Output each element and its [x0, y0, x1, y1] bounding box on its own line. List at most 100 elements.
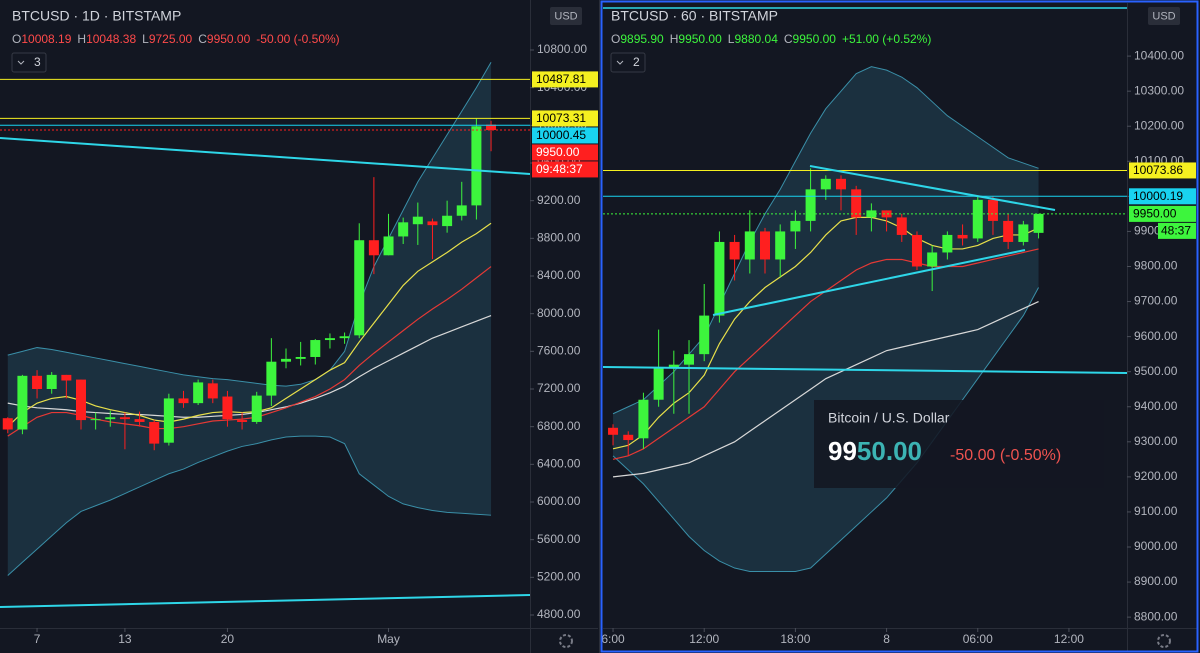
countdown: 09:48:37: [536, 162, 583, 176]
symbol-description: Bitcoin / U.S. Dollar: [828, 410, 950, 426]
currency-badge[interactable]: [550, 7, 582, 25]
price-head: 99: [828, 436, 857, 466]
y-tick-label: 6800.00: [537, 419, 581, 433]
band-line: [7, 61, 492, 387]
trend-line: [0, 594, 530, 608]
layers-count[interactable]: 3: [34, 55, 41, 69]
candle-body: [61, 374, 72, 381]
candle-body: [684, 354, 695, 365]
x-tick-label: May: [377, 632, 400, 646]
candle-body: [623, 434, 634, 441]
y-tick-label: 9200.00: [537, 193, 581, 207]
candle-body: [251, 395, 262, 422]
band-line: [612, 287, 1039, 573]
price-label: 10487.81: [536, 72, 586, 86]
y-tick-label: 10200.00: [1134, 118, 1184, 132]
settings-icon[interactable]: [1157, 634, 1171, 648]
candle-body: [310, 340, 321, 357]
layers-count[interactable]: 2: [633, 55, 640, 69]
trend-line: [712, 249, 1026, 316]
moving-average: [612, 301, 1039, 478]
active-panel-border: [600, 0, 1199, 653]
price-tail: 50.00: [857, 436, 922, 466]
last-price: 9950.00: [828, 436, 922, 466]
moving-average: [7, 266, 492, 437]
price-label-bg: [532, 71, 598, 88]
candle-body: [222, 396, 233, 420]
candle-body: [805, 189, 816, 221]
chevron-icon: [17, 60, 25, 65]
candle-body: [972, 199, 983, 239]
x-tick-label: 8: [883, 632, 890, 646]
price-label: 10000.19: [1133, 189, 1183, 203]
candle-body: [668, 364, 679, 369]
legend-value: 9950.00: [793, 32, 837, 46]
candle-body: [927, 252, 938, 267]
legend-value: 9880.04: [734, 32, 778, 46]
candle-body: [486, 124, 497, 131]
candle-body: [820, 178, 831, 190]
candle-body: [881, 210, 892, 218]
candle-body: [835, 178, 846, 190]
layers-toggle[interactable]: [11, 52, 47, 73]
moving-average: [7, 222, 492, 428]
x-tick-label: 13: [118, 632, 132, 646]
price-label: 10073.31: [536, 111, 586, 125]
trend-lines: [0, 137, 530, 608]
currency-label[interactable]: USD: [1152, 10, 1175, 22]
candle-body: [32, 375, 43, 390]
candle-body: [744, 231, 755, 260]
candle-body: [942, 234, 953, 253]
price-label-bg: [1129, 188, 1196, 205]
legend-value: 9895.90: [620, 32, 664, 46]
y-tick-label: 6000.00: [537, 494, 581, 508]
candle-body: [119, 417, 130, 420]
candle-body: [295, 356, 306, 359]
legend-change: -50.00 (-0.50%): [256, 32, 339, 46]
y-tick-label: 10300.00: [1134, 83, 1184, 97]
y-tick-label: 9000.00: [1134, 539, 1178, 553]
ohlc-legend: O10008.19 H10048.38 L9725.00 C9950.00 -50.00…: [12, 32, 340, 46]
moving-average: [612, 216, 1039, 450]
candle-body: [608, 427, 619, 435]
countdown: 48:37: [1161, 224, 1191, 238]
candle-body: [324, 338, 335, 341]
price-label-bg: [532, 144, 598, 161]
y-tick-label: 8400.00: [537, 268, 581, 282]
currency-badge[interactable]: [1148, 7, 1180, 25]
candle-body: [714, 241, 725, 316]
legend-change: +51.00 (+0.52%): [842, 32, 931, 46]
candle-body: [653, 368, 664, 400]
x-tick-label: 06:00: [963, 632, 993, 646]
y-tick-label: 5200.00: [537, 570, 581, 584]
y-tick-label: 10400.00: [1134, 48, 1184, 62]
legend-key: H: [77, 32, 86, 46]
currency-label[interactable]: USD: [554, 10, 577, 22]
y-tick-label: 6400.00: [537, 457, 581, 471]
legend-key: O: [12, 32, 21, 46]
settings-icon[interactable]: [559, 634, 573, 648]
candle-body: [790, 220, 801, 232]
layers-toggle[interactable]: [610, 52, 646, 73]
y-tick-label: 8000.00: [537, 306, 581, 320]
axes: 4800.00 5200.00 5600.00 6000.00 6400.00 6800.…: [34, 42, 1196, 646]
candle-body: [207, 383, 218, 399]
candle-body: [442, 215, 453, 227]
y-tick-label: 9600.00: [1134, 329, 1178, 343]
ohlc-legend: O9895.90 H9950.00 L9880.04 C9950.00 +51.00 (…: [611, 32, 931, 46]
candle-body: [1018, 224, 1029, 242]
trend-lines: [603, 7, 1127, 374]
price-label: 9950.00: [536, 145, 580, 159]
x-tick-label: 6:00: [601, 632, 625, 646]
price-label: 10073.86: [1133, 163, 1183, 177]
price-label: 10000.45: [536, 128, 586, 142]
candle-body: [237, 420, 248, 422]
trend-line: [809, 165, 1056, 211]
candle-body: [178, 398, 189, 404]
price-label-bg: [1129, 162, 1196, 179]
legend-value: 9950.00: [207, 32, 251, 46]
price-label-bg: [532, 110, 598, 127]
candle-body: [987, 199, 998, 221]
